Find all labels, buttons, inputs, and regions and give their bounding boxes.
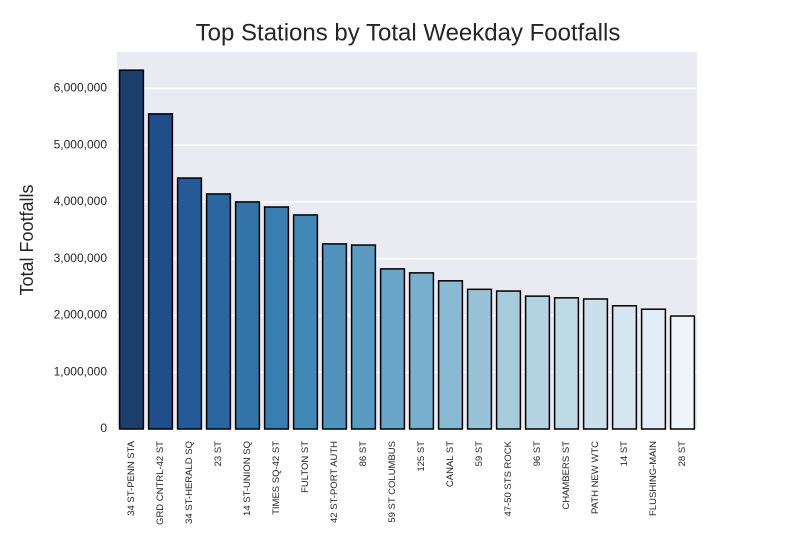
y-tick-label: 4,000,000 — [54, 194, 108, 208]
x-tick-label: FULTON ST — [300, 441, 311, 493]
x-tick-label: 42 ST-PORT AUTH — [329, 441, 340, 523]
x-tick-label: 59 ST — [474, 441, 485, 467]
bar — [582, 298, 609, 430]
x-tick-label: CANAL ST — [445, 441, 456, 487]
x-tick-label: 34 ST-PENN STA — [126, 440, 137, 515]
bar — [118, 69, 145, 430]
bar — [437, 280, 464, 430]
y-tick-label: 5,000,000 — [54, 137, 108, 151]
bar — [466, 288, 493, 430]
y-axis-label: Total Footfalls — [17, 184, 37, 295]
bar — [350, 244, 377, 430]
y-tick-label: 0 — [100, 421, 107, 435]
y-tick-label: 6,000,000 — [54, 81, 108, 95]
bar — [147, 113, 174, 430]
x-tick-label: 86 ST — [358, 441, 369, 467]
bar — [524, 295, 551, 430]
bar — [611, 305, 638, 430]
x-tick-label: 34 ST-HERALD SQ — [184, 441, 195, 524]
bar — [669, 315, 696, 430]
y-tick-label: 2,000,000 — [54, 308, 108, 322]
bar — [408, 272, 435, 430]
chart-title: Top Stations by Total Weekday Footfalls — [196, 19, 621, 46]
x-tick-label: 23 ST — [213, 441, 224, 467]
x-tick-label: 47-50 STS ROCK — [503, 440, 514, 516]
x-tick-label: 28 ST — [677, 441, 688, 467]
x-tick-label: 59 ST COLUMBUS — [387, 441, 398, 523]
y-tick-label: 3,000,000 — [54, 251, 108, 265]
bar — [234, 201, 261, 430]
x-tick-label: CHAMBERS ST — [561, 441, 572, 510]
bar — [176, 177, 203, 430]
bar — [553, 297, 580, 430]
x-tick-label: 96 ST — [532, 441, 543, 467]
bar — [263, 206, 290, 430]
bar — [205, 193, 232, 430]
bar — [321, 243, 348, 430]
bar — [640, 308, 667, 430]
x-tick-label: FLUSHING-MAIN — [648, 441, 659, 516]
bar — [379, 268, 406, 430]
bar — [495, 290, 522, 430]
bar — [292, 214, 319, 430]
x-tick-label: PATH NEW WTC — [590, 441, 601, 514]
y-tick-label: 1,000,000 — [54, 364, 108, 378]
x-tick-label: TIMES SQ-42 ST — [271, 441, 282, 515]
x-tick-label: GRD CNTRL-42 ST — [155, 441, 166, 525]
x-tick-label: 14 ST-UNION SQ — [242, 441, 253, 516]
x-tick-label: 125 ST — [416, 441, 427, 472]
x-tick-label: 14 ST — [619, 441, 630, 467]
